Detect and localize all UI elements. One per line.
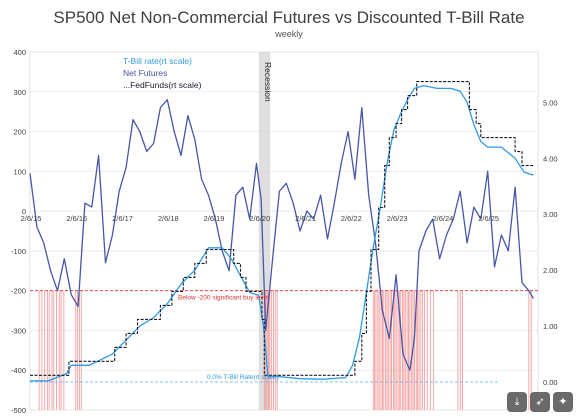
y-right-tick-0: 5.00 (543, 98, 558, 107)
grid (30, 51, 538, 411)
x-tick-1: 2/6/16 (66, 214, 87, 223)
x-tick-5: 2/6/20 (249, 214, 270, 223)
share-icon[interactable]: ➶ (530, 392, 550, 412)
legend-net: Net Futures (123, 68, 167, 78)
y-right-tick-1: 4.00 (543, 154, 558, 163)
x-tick-8: 2/6/23 (387, 214, 408, 223)
x-tick-9: 2/6/24 (432, 214, 453, 223)
series-group (29, 81, 534, 382)
y-right-tick-4: 1.00 (543, 322, 558, 331)
zero-rate-label: 0.0% T-Bill Rate(rt scale) (207, 374, 279, 381)
y-left-tick-8: -400 (11, 366, 26, 375)
x-tick-4: 2/6/19 (204, 214, 225, 223)
reference-lines (30, 290, 538, 383)
more-icon[interactable]: ✦ (553, 392, 573, 412)
y-left-tick-9: -500 (11, 406, 26, 415)
recession-label: Recession (263, 62, 273, 102)
y-left-tick-1: 300 (13, 88, 26, 97)
buy-level-label: Below -200 significant buy level (178, 295, 269, 302)
recession-band: Recession (258, 52, 273, 410)
y-right-tick-2: 3.00 (543, 210, 558, 219)
x-axis: 2/6/15 2/6/16 2/6/17 2/6/18 2/6/19 2/6/20 2/6/… (21, 214, 500, 223)
y-right-tick-5: 0.00 (543, 378, 558, 387)
y-left-tick-4: 0 (22, 207, 26, 216)
x-tick-2: 2/6/17 (112, 214, 133, 223)
x-tick-0: 2/6/15 (21, 214, 42, 223)
y-left-tick-5: -100 (11, 247, 26, 256)
image-toolbar: ⤓ ➶ ✦ (507, 392, 573, 412)
y-left-tick-3: 100 (13, 167, 26, 176)
y-right-tick-3: 2.00 (543, 266, 558, 275)
chart-title: SP500 Net Non-Commercial Futures vs Disc… (53, 8, 524, 27)
y-left-tick-6: -200 (11, 287, 26, 296)
download-icon[interactable]: ⤓ (507, 392, 527, 412)
y-axis-left: 400 300 200 100 0 -100 -200 -300 -400 -500 (11, 48, 26, 415)
y-left-tick-2: 200 (13, 128, 26, 137)
plot-area (29, 51, 539, 411)
y-left-tick-7: -300 (11, 326, 26, 335)
chart-subtitle: weekly (274, 29, 303, 39)
y-left-tick-0: 400 (13, 48, 26, 57)
recession-rect (258, 52, 271, 410)
x-tick-7: 2/6/22 (341, 214, 362, 223)
legend-tbill: T-Bill rate(rt scale) (123, 56, 192, 66)
series-line-1 (30, 84, 534, 382)
legend-fed: ...FedFunds(rt scale) (123, 80, 202, 90)
x-tick-3: 2/6/18 (158, 214, 179, 223)
y-axis-right: 5.00 4.00 3.00 2.00 1.00 0.00 (543, 98, 558, 387)
legend: T-Bill rate(rt scale) Net Futures ...Fed… (123, 56, 202, 90)
x-tick-10: 2/6/25 (478, 214, 499, 223)
buy-signals (38, 290, 532, 410)
series-line-0 (29, 99, 534, 371)
x-tick-6: 2/6/21 (295, 214, 316, 223)
